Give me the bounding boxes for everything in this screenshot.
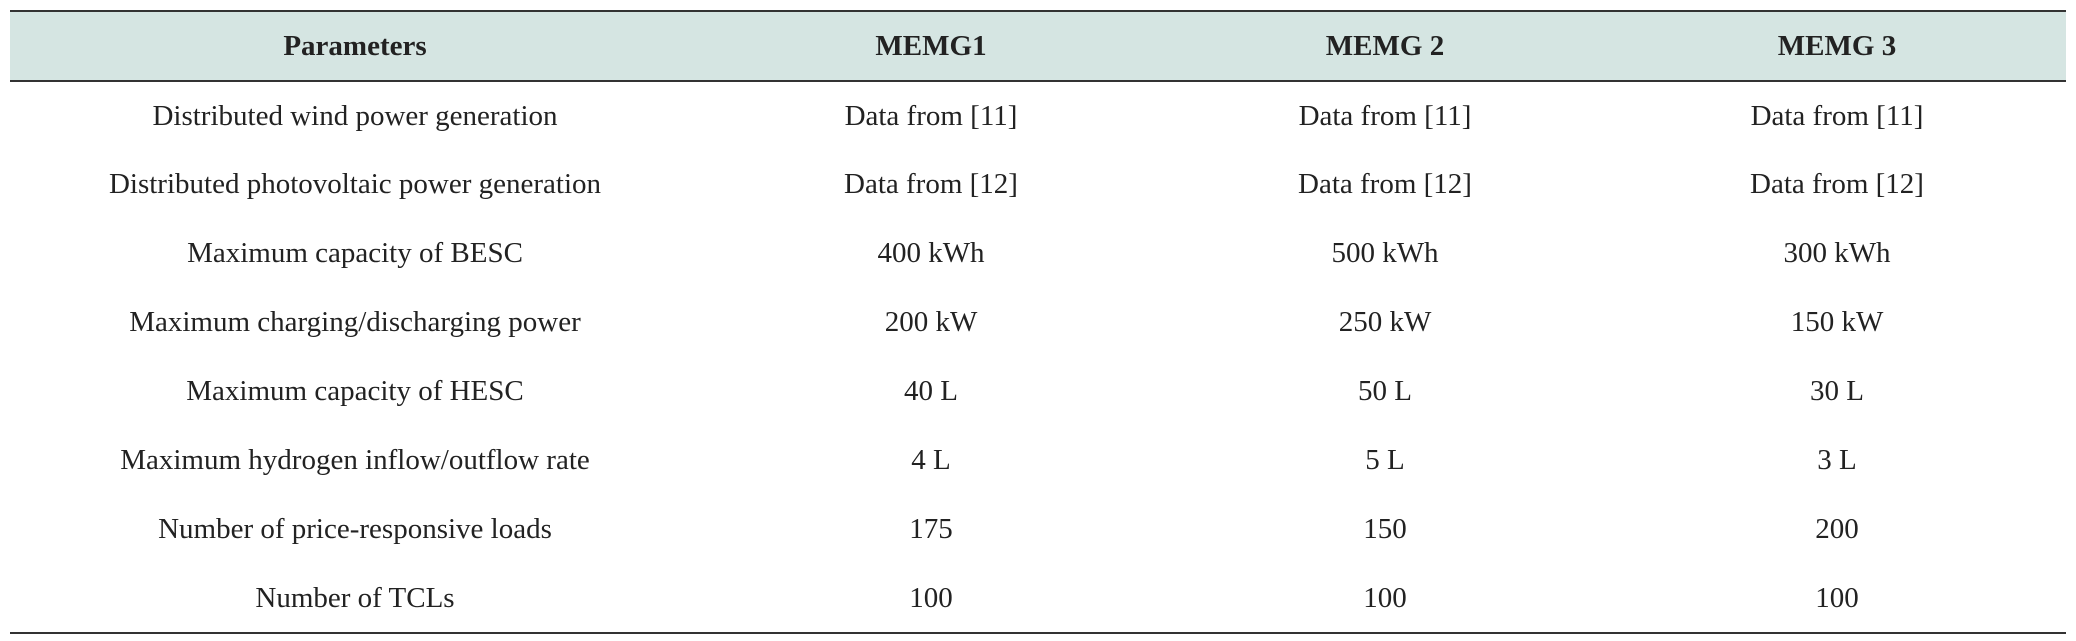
table-cell: 50 L (1358, 375, 1412, 407)
table-row: Maximum capacity of BESC 400 kWh 500 kWh 30… (10, 219, 2066, 288)
table-cell: Data from [12] (1298, 168, 1472, 200)
table-cell: Data from [12] (844, 168, 1018, 200)
table-row: Maximum charging/discharging power 200 kW… (10, 288, 2066, 357)
table-row: Distributed wind power generation Data fr… (10, 81, 2066, 150)
table-cell: 500 kWh (1331, 237, 1439, 269)
table-cell: Number of TCLs (255, 581, 455, 614)
table-cell: Data from [11] (1298, 99, 1472, 132)
table-cell: Data from [12] (1750, 168, 1924, 200)
table-cell: 200 kW (884, 306, 978, 338)
table-cell: 150 (1363, 513, 1407, 545)
table-cell: 100 (1363, 581, 1407, 614)
table-cell: Data from [11] (1750, 99, 1924, 132)
table-cell: Maximum hydrogen inflow/outflow rate (120, 444, 590, 476)
table-cell: Distributed photovoltaic power generatio… (108, 168, 602, 200)
table-cell: Number of price-responsive loads (158, 513, 552, 545)
column-header: MEMG 2 (1325, 29, 1445, 62)
table-body: Distributed wind power generation Data fr… (10, 81, 2066, 633)
table-cell: Maximum capacity of HESC (186, 375, 524, 407)
parameter-table: Parameters MEMG1 MEMG 2 MEMG 3 Distributed … (10, 10, 2066, 634)
table-cell: 4 L (911, 444, 951, 476)
table-cell: 175 (909, 513, 953, 545)
table-cell: 3 L (1817, 444, 1857, 476)
column-header: Parameters (283, 29, 427, 62)
table-row: Distributed photovoltaic power generatio… (10, 150, 2066, 219)
table-cell: Maximum charging/discharging power (129, 306, 581, 338)
table-header: Parameters MEMG1 MEMG 2 MEMG 3 (10, 11, 2066, 81)
table-cell: Maximum capacity of BESC (187, 237, 523, 269)
table-cell: Data from [11] (844, 99, 1018, 132)
header-row: Parameters MEMG1 MEMG 2 MEMG 3 (10, 11, 2066, 81)
table-row: Number of price-responsive loads 175 150 20… (10, 495, 2066, 564)
table-cell: 300 kWh (1783, 237, 1891, 269)
table-cell: 200 (1815, 513, 1859, 545)
table-cell: 400 kWh (877, 237, 985, 269)
table-row: Maximum capacity of HESC 40 L 50 L 30 L (10, 357, 2066, 426)
table-cell: Distributed wind power generation (152, 99, 558, 132)
column-header: MEMG 3 (1777, 29, 1897, 62)
table-cell: 30 L (1810, 375, 1864, 407)
table-cell: 5 L (1365, 444, 1405, 476)
table-cell: 100 (1815, 581, 1859, 614)
table-cell: 250 kW (1338, 306, 1432, 338)
table-cell: 150 kW (1790, 306, 1884, 338)
table-row: Number of TCLs 100 100 100 (10, 564, 2066, 633)
table-row: Maximum hydrogen inflow/outflow rate 4 L 5… (10, 426, 2066, 495)
table-cell: 40 L (904, 375, 958, 407)
column-header: MEMG1 (875, 29, 987, 62)
table-cell: 100 (909, 581, 953, 614)
